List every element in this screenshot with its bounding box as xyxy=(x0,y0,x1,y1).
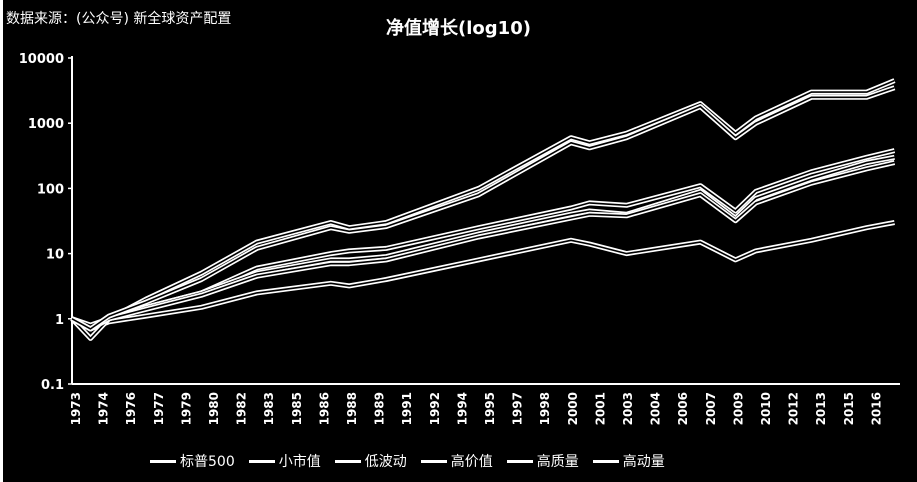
y-tick-label: 0.1 xyxy=(41,378,64,393)
legend-item: 标普500 xyxy=(150,451,235,471)
x-tick-label: 1983 xyxy=(262,392,276,425)
chart-legend: 标普500 小市值 低波动 高价值 高质量 高动量 xyxy=(150,450,665,472)
legend-item: 高质量 xyxy=(506,451,579,471)
legend-item: 高动量 xyxy=(592,451,665,471)
x-tick-label: 1982 xyxy=(235,392,249,425)
x-tick-label: 1986 xyxy=(317,392,331,425)
series-line-0-core xyxy=(71,221,895,330)
legend-item: 低波动 xyxy=(334,451,407,471)
legend-label: 小市值 xyxy=(278,454,321,470)
x-tick-label: 2015 xyxy=(842,392,856,425)
x-tick-label: 2007 xyxy=(704,392,718,425)
x-tick-label: 2000 xyxy=(566,392,580,425)
legend-label: 高动量 xyxy=(622,454,665,470)
x-tick-label: 2013 xyxy=(814,392,828,425)
x-tick-label: 1995 xyxy=(483,392,497,425)
left-edge-border xyxy=(0,0,3,482)
x-tick-label: 1985 xyxy=(290,392,304,425)
x-tick-label: 1988 xyxy=(345,392,359,425)
x-tick-label: 1976 xyxy=(124,392,138,425)
x-tick-label: 2004 xyxy=(649,392,663,425)
x-tick-label: 2009 xyxy=(731,392,745,425)
x-tick-label: 2003 xyxy=(621,392,635,425)
y-tick-label: 100 xyxy=(37,182,64,197)
x-tick-label: 1973 xyxy=(69,392,83,425)
series-line-1-core xyxy=(71,79,895,340)
x-tick-label: 2012 xyxy=(787,392,801,425)
legend-swatch xyxy=(592,459,619,463)
legend-swatch xyxy=(334,459,361,463)
x-tick-label: 1991 xyxy=(400,392,414,425)
x-tick-label: 2006 xyxy=(676,392,690,425)
legend-label: 高质量 xyxy=(536,454,579,470)
legend-label: 标普500 xyxy=(180,454,235,470)
legend-swatch xyxy=(150,459,176,463)
source-note: 数据来源：(公众号) 新全球资产配置 xyxy=(6,11,232,27)
x-tick-label: 1998 xyxy=(538,392,552,425)
y-tick-label: 1 xyxy=(55,313,64,328)
series-line-4-core xyxy=(71,161,895,330)
x-tick-label: 1977 xyxy=(152,392,166,425)
x-tick-label: 1997 xyxy=(511,392,525,425)
x-tick-label: 2016 xyxy=(869,392,883,425)
y-tick-label: 10000 xyxy=(19,52,64,67)
x-tick-label: 1974 xyxy=(97,392,111,425)
legend-item: 小市值 xyxy=(248,451,321,471)
legend-label: 低波动 xyxy=(364,454,407,470)
x-tick-label: 2010 xyxy=(759,392,773,425)
series-line-1 xyxy=(70,78,896,341)
y-tick-label: 10 xyxy=(46,248,64,263)
x-tick-label: 1989 xyxy=(373,392,387,425)
x-tick-label: 2001 xyxy=(593,392,607,425)
x-tick-label: 1992 xyxy=(428,392,442,425)
chart-title: 净值增长(log10) xyxy=(386,18,531,39)
x-tick-label: 1994 xyxy=(455,392,469,425)
y-tick-label: 1000 xyxy=(28,117,64,132)
legend-item: 高价值 xyxy=(420,451,493,471)
x-tick-label: 1980 xyxy=(207,392,221,425)
legend-swatch xyxy=(420,459,447,463)
legend-swatch xyxy=(248,459,275,463)
series-line-5-core xyxy=(71,86,895,330)
legend-label: 高价值 xyxy=(450,454,493,470)
legend-swatch xyxy=(506,459,533,463)
x-tick-label: 1979 xyxy=(179,392,193,425)
